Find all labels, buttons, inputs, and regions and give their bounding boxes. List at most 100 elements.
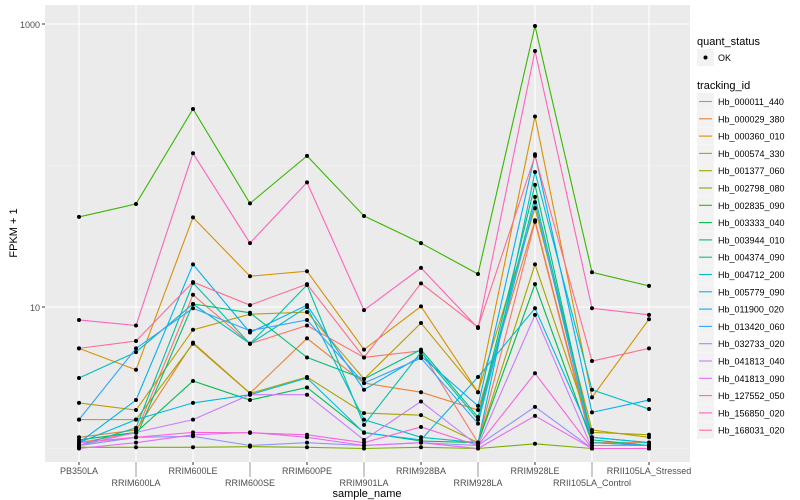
data-point — [191, 378, 195, 383]
data-point — [419, 413, 423, 418]
data-point — [533, 262, 537, 267]
data-point — [134, 339, 138, 344]
data-point — [191, 302, 195, 307]
data-point — [647, 440, 651, 445]
data-point — [305, 375, 309, 380]
legend-label: Hb_013420_060 — [718, 322, 785, 332]
legend-label: Hb_041813_090 — [718, 374, 785, 384]
data-point — [362, 213, 366, 218]
data-point — [134, 323, 138, 328]
data-point — [362, 381, 366, 386]
x-tick-label: PB350LA — [60, 466, 98, 476]
data-point — [305, 317, 309, 322]
data-point — [134, 425, 138, 430]
data-point — [362, 355, 366, 360]
data-point — [533, 306, 537, 311]
data-point — [77, 417, 81, 422]
data-point — [362, 387, 366, 392]
x-tick-label: RRIM600PE — [282, 466, 332, 476]
data-point — [134, 350, 138, 355]
legend-label: Hb_001377_060 — [718, 166, 785, 176]
data-point — [419, 440, 423, 445]
data-point — [590, 443, 594, 448]
data-point — [533, 282, 537, 287]
data-point — [191, 262, 195, 267]
data-point — [191, 445, 195, 450]
data-point — [305, 385, 309, 390]
data-point — [533, 206, 537, 211]
data-point — [362, 347, 366, 352]
legend-label: Hb_011900_020 — [718, 305, 784, 315]
data-point — [590, 395, 594, 400]
data-point — [305, 153, 309, 158]
data-point — [248, 274, 252, 279]
data-point — [248, 341, 252, 346]
data-point — [419, 241, 423, 246]
data-point — [590, 359, 594, 364]
legend-label: Hb_000029_380 — [718, 114, 785, 124]
data-point — [533, 182, 537, 187]
data-point — [362, 446, 366, 451]
data-point — [134, 201, 138, 206]
data-point — [476, 375, 480, 380]
legend-title-tracking-id: tracking_id — [697, 80, 750, 92]
data-point — [77, 375, 81, 380]
data-point — [191, 430, 195, 435]
legend-title-quant-status: quant_status — [697, 36, 760, 48]
y-axis-title: FPKM + 1 — [8, 208, 20, 257]
legend-label: Hb_000574_330 — [718, 149, 785, 159]
data-point — [590, 435, 594, 440]
data-point — [134, 430, 138, 435]
data-point — [248, 303, 252, 308]
data-point — [647, 317, 651, 322]
data-point — [647, 407, 651, 412]
data-point — [77, 317, 81, 322]
data-point — [134, 445, 138, 450]
data-point — [533, 114, 537, 119]
data-point — [533, 23, 537, 28]
legend-label: Hb_002835_090 — [718, 201, 785, 211]
data-point — [533, 153, 537, 158]
data-point — [305, 392, 309, 397]
data-point — [476, 325, 480, 330]
data-point — [590, 387, 594, 392]
data-point — [77, 400, 81, 405]
data-point — [248, 328, 252, 333]
data-point — [77, 446, 81, 451]
data-point — [476, 272, 480, 277]
x-tick-label: RRIM928LA — [453, 478, 502, 488]
legend-label: Hb_032733_020 — [718, 339, 785, 349]
data-point — [305, 355, 309, 360]
data-point — [419, 321, 423, 326]
data-point — [647, 283, 651, 288]
data-point — [476, 443, 480, 448]
data-point — [191, 306, 195, 311]
data-point — [419, 399, 423, 404]
plot-panel — [45, 5, 690, 462]
data-point — [77, 443, 81, 448]
legend-label: Hb_168031_020 — [718, 426, 785, 436]
data-point — [533, 441, 537, 446]
legend-label: Hb_000011_440 — [718, 97, 784, 107]
data-point — [191, 417, 195, 422]
x-tick-label: RRIM600LE — [168, 466, 217, 476]
data-point — [134, 367, 138, 372]
data-point — [590, 440, 594, 445]
data-point — [134, 408, 138, 413]
data-point — [305, 180, 309, 185]
data-point — [191, 292, 195, 297]
x-tick-label: RRIM928LE — [510, 466, 559, 476]
data-point — [476, 408, 480, 413]
legend-label: Hb_000360_010 — [718, 132, 785, 142]
data-point — [305, 310, 309, 315]
data-point — [248, 443, 252, 448]
x-tick-label: RRIM901LA — [339, 478, 388, 488]
x-tick-label: RRIM600SE — [225, 478, 275, 488]
y-tick-label: 1000 — [20, 20, 40, 30]
data-point — [647, 398, 651, 403]
data-point — [305, 282, 309, 287]
data-point — [248, 392, 252, 397]
data-point — [134, 417, 138, 422]
